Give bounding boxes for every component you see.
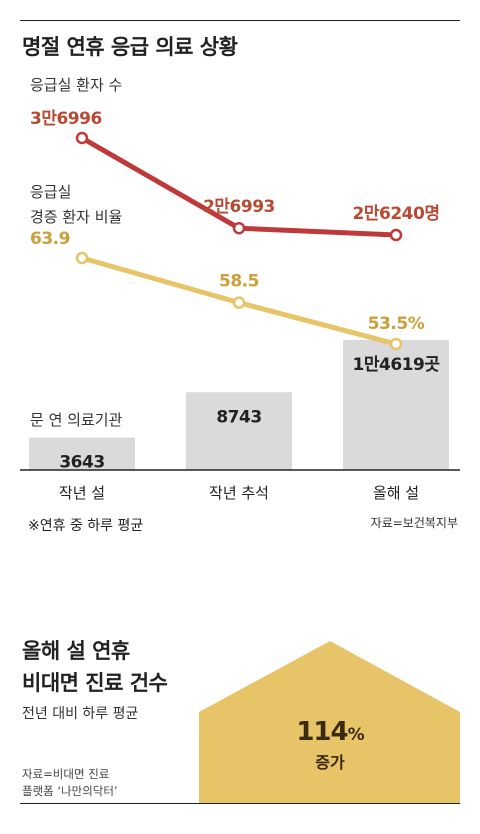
- series-1-label-3: 2만6240명: [353, 204, 440, 224]
- bar-value-label-2: 8743: [216, 407, 261, 427]
- bar-2: [186, 392, 292, 470]
- bottom-subtitle: 전년 대비 하루 평균: [22, 706, 139, 722]
- series-1-point-1: [75, 131, 89, 145]
- bottom-section-rule: [20, 803, 460, 804]
- series-1-line: [79, 135, 399, 238]
- x-axis-ticks: 작년 설 작년 추석 올해 설: [59, 484, 419, 502]
- series-1-point-2: [232, 221, 246, 235]
- series-2-label-2: 58.5: [219, 272, 259, 292]
- chart-source: 자료=보건복지부: [371, 516, 458, 530]
- series-1-name-line-1: 응급실 환자 수: [30, 76, 122, 94]
- series-2-label-3: 53.5%: [368, 314, 425, 334]
- bottom-title-line2: 비대면 진료 건수: [22, 671, 168, 695]
- x-tick-label-1: 작년 설: [59, 484, 105, 502]
- bottom-title-line1: 올해 설 연휴: [22, 639, 130, 663]
- bar-3: [343, 340, 449, 470]
- bar-value-label-1: 3643: [59, 453, 104, 473]
- bottom-source-line2: 플랫폼 ‘나만의닥터’: [22, 784, 118, 798]
- series-2-point-3: [389, 337, 403, 351]
- highlight-number: 114: [296, 717, 347, 747]
- series-2-label-1: 63.9: [30, 229, 70, 249]
- x-tick-label-2: 작년 추석: [209, 484, 269, 502]
- bar-value-label-3: 1만4619곳: [353, 355, 441, 375]
- series-1-label-2: 2만6993: [203, 197, 275, 217]
- series-2-point-2: [232, 296, 246, 309]
- top-rule: [20, 20, 460, 21]
- chart-title: 명절 연휴 응급 의료 상황: [22, 35, 238, 59]
- series-2-point-1: [75, 251, 89, 265]
- highlight-value: 114%: [296, 717, 364, 747]
- bar-series-name: 문 연 의료기관: [30, 411, 123, 429]
- highlight-pentagon: [199, 641, 460, 803]
- bottom-source-line1: 자료=비대면 진료: [22, 767, 110, 781]
- series-2-name-line-1: 응급실: [30, 183, 71, 201]
- series-1-point-3: [389, 228, 403, 242]
- bars-layer: [29, 340, 449, 470]
- highlight-label: 증가: [315, 753, 345, 772]
- lines-layer: [75, 131, 403, 351]
- highlight-unit: %: [348, 725, 365, 745]
- bar-1: [29, 437, 135, 470]
- chart-note: ※연휴 중 하루 평균: [28, 518, 143, 534]
- series-2-name-line-2: 경증 환자 비율: [30, 208, 122, 226]
- x-tick-label-3: 올해 설: [373, 484, 419, 502]
- series-1-label-1: 3만6996: [30, 109, 102, 129]
